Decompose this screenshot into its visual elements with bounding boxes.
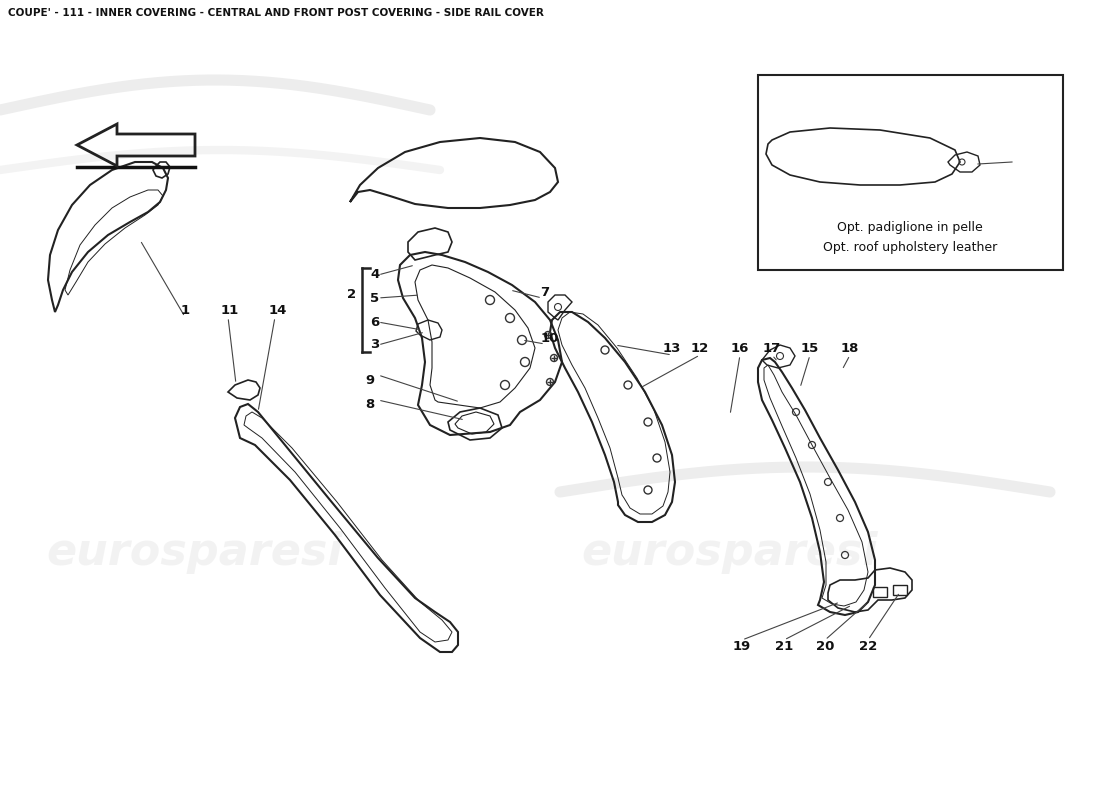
- Text: 6: 6: [371, 315, 380, 329]
- Text: 20: 20: [1019, 155, 1037, 169]
- Text: Opt. padiglione in pelle: Opt. padiglione in pelle: [837, 222, 983, 234]
- Text: 15: 15: [801, 342, 820, 354]
- Bar: [873, 587, 887, 597]
- Text: 9: 9: [365, 374, 375, 386]
- Text: 11: 11: [221, 303, 239, 317]
- Text: 8: 8: [365, 398, 375, 411]
- Text: 22: 22: [859, 641, 877, 654]
- Text: 13: 13: [663, 342, 681, 354]
- Text: 1: 1: [180, 303, 189, 317]
- Text: eurosparesi: eurosparesi: [46, 530, 343, 574]
- Text: 18: 18: [840, 342, 859, 354]
- Text: 2: 2: [348, 289, 356, 302]
- Text: 5: 5: [371, 291, 380, 305]
- Text: 20: 20: [816, 641, 834, 654]
- Text: 7: 7: [540, 286, 550, 298]
- Text: 10: 10: [541, 331, 559, 345]
- Text: 21: 21: [774, 641, 793, 654]
- Text: 4: 4: [371, 269, 380, 282]
- FancyBboxPatch shape: [758, 75, 1063, 270]
- Text: 19: 19: [733, 641, 751, 654]
- Text: Opt. roof upholstery leather: Opt. roof upholstery leather: [823, 241, 997, 254]
- Text: 12: 12: [691, 342, 710, 354]
- Bar: [893, 585, 907, 595]
- Text: 3: 3: [371, 338, 380, 351]
- Text: 17: 17: [763, 342, 781, 354]
- Text: 16: 16: [730, 342, 749, 354]
- Text: COUPE' - 111 - INNER COVERING - CENTRAL AND FRONT POST COVERING - SIDE RAIL COVE: COUPE' - 111 - INNER COVERING - CENTRAL …: [8, 8, 543, 18]
- Text: eurosparesi: eurosparesi: [582, 530, 878, 574]
- Text: 14: 14: [268, 303, 287, 317]
